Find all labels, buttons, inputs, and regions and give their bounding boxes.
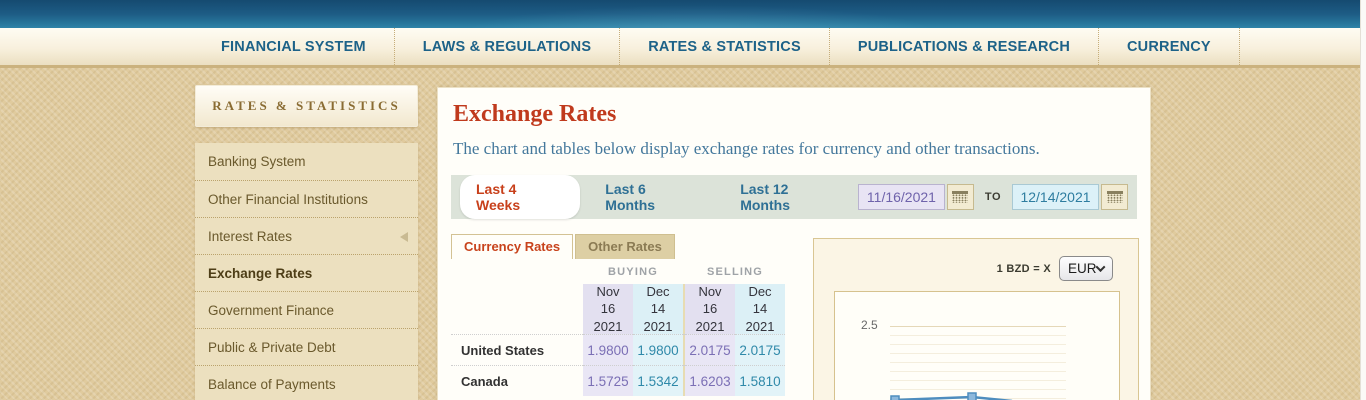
date-to-calendar-button[interactable] <box>1101 184 1128 210</box>
nav-item-publications-research[interactable]: PUBLICATIONS & RESEARCH <box>830 28 1100 65</box>
bzd-conversion-label: 1 BZD = X <box>996 262 1051 275</box>
column-divider <box>683 365 685 396</box>
sidebar-item-exchange-rates[interactable]: Exchange Rates <box>195 254 418 291</box>
column-divider <box>683 284 685 334</box>
col-header-selling-dec14: Dec 14 2021 <box>735 284 785 334</box>
period-tab-last-12-months[interactable]: Last 12 Months <box>740 181 790 213</box>
table-cell: 1.9800 <box>583 334 633 365</box>
period-selector-bar: Last 4 Weeks Last 6 Months Last 12 Month… <box>451 175 1137 219</box>
table-cell: 2.0175 <box>735 334 785 365</box>
col-header-empty <box>451 284 583 334</box>
table-cell: 2.0175 <box>685 334 735 365</box>
period-tab-last-6-months[interactable]: Last 6 Months <box>605 181 656 213</box>
sidebar-item-public-private-debt[interactable]: Public & Private Debt <box>195 328 418 365</box>
period-tab-last-4-weeks[interactable]: Last 4 Weeks <box>460 175 581 219</box>
table-row-name-canada: Canada <box>451 365 583 396</box>
rate-tabs: Currency Rates Other Rates <box>451 234 1150 259</box>
top-banner <box>0 0 1360 28</box>
sidebar-item-other-financial-institutions[interactable]: Other Financial Institutions <box>195 180 418 217</box>
chevron-down-icon <box>1095 262 1106 273</box>
table-cell: 1.5725 <box>583 365 633 396</box>
column-divider <box>683 334 685 365</box>
main-navigation: FINANCIAL SYSTEM LAWS & REGULATIONS RATE… <box>0 28 1360 68</box>
nav-item-currency[interactable]: CURRENCY <box>1099 28 1240 65</box>
date-from-group <box>857 184 974 210</box>
y-axis-tick-label: 2.5 <box>861 318 878 332</box>
sidebar-item-label: Interest Rates <box>208 229 293 244</box>
currency-dropdown[interactable]: EUR <box>1059 256 1113 281</box>
date-range-separator: TO <box>984 191 1001 203</box>
scrollbar-track[interactable] <box>1360 0 1366 400</box>
nav-item-laws-regulations[interactable]: LAWS & REGULATIONS <box>395 28 621 65</box>
chart-area: 2.5 <box>834 291 1120 400</box>
table-cell: 1.9800 <box>633 334 683 365</box>
nav-item-financial-system[interactable]: FINANCIAL SYSTEM <box>193 28 395 65</box>
sidebar-title: RATES & STATISTICS <box>195 85 418 127</box>
sidebar-item-interest-rates[interactable]: Interest Rates <box>195 217 418 254</box>
page-subtitle: The chart and tables below display excha… <box>453 139 1040 158</box>
chart-label-row: 1 BZD = X EUR <box>814 256 1138 281</box>
calendar-icon <box>1106 191 1123 203</box>
col-header-buying-nov16: Nov 16 2021 <box>583 284 633 334</box>
table-cell: 1.6203 <box>685 365 735 396</box>
sidebar: RATES & STATISTICS Banking System Other … <box>195 85 418 400</box>
calendar-icon <box>952 191 969 203</box>
tab-other-rates[interactable]: Other Rates <box>575 234 675 259</box>
tab-currency-rates[interactable]: Currency Rates <box>451 234 574 259</box>
sidebar-menu: Banking System Other Financial Instituti… <box>195 143 418 400</box>
group-header-buying: BUYING <box>608 265 658 278</box>
table-cell: 1.5342 <box>633 365 683 396</box>
exchange-rate-line-series <box>890 392 1013 400</box>
chart-gridlines <box>890 326 1066 400</box>
main-content-panel: Exchange Rates The chart and tables belo… <box>437 87 1151 400</box>
sidebar-item-banking-system[interactable]: Banking System <box>208 154 306 169</box>
col-header-selling-nov16: Nov 16 2021 <box>685 284 735 334</box>
group-header-empty <box>451 259 583 284</box>
currency-rates-table: BUYING SELLING Nov 16 2021 Dec 14 2021 N… <box>451 259 1150 396</box>
nav-item-rates-statistics[interactable]: RATES & STATISTICS <box>620 28 830 65</box>
date-from-calendar-button[interactable] <box>946 184 974 210</box>
nav-spacer <box>0 28 193 65</box>
collapse-arrow-icon <box>400 232 408 242</box>
exchange-rate-chart-panel: 1 BZD = X EUR 2.5 <box>813 238 1139 400</box>
col-header-buying-dec14: Dec 14 2021 <box>633 284 683 334</box>
date-to-input[interactable] <box>1012 184 1099 210</box>
table-row-name-united-states: United States <box>451 334 583 365</box>
sidebar-item-government-finance[interactable]: Government Finance <box>195 291 418 328</box>
date-to-group <box>1012 184 1128 210</box>
table-cell: 1.5810 <box>735 365 785 396</box>
date-from-input[interactable] <box>857 184 945 210</box>
currency-dropdown-value: EUR <box>1068 261 1097 276</box>
sidebar-item-balance-of-payments[interactable]: Balance of Payments <box>195 365 418 400</box>
group-header-selling: SELLING <box>706 265 764 278</box>
page-title: Exchange Rates <box>453 101 617 127</box>
